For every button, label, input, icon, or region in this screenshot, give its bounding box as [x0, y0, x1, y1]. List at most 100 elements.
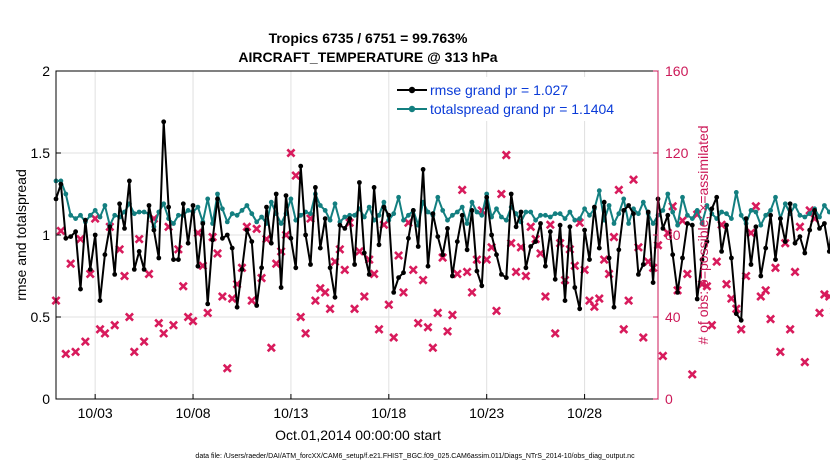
- obs-marker: [707, 320, 717, 330]
- obs-marker: [550, 328, 560, 338]
- totalspread-point: [680, 194, 685, 200]
- rmse-point: [807, 227, 813, 233]
- rmse-point: [768, 212, 773, 218]
- rmse-point: [484, 194, 490, 200]
- obs-marker: [110, 320, 120, 330]
- totalspread-point: [435, 194, 441, 200]
- totalspread-point: [582, 206, 587, 212]
- rmse-point: [210, 237, 216, 243]
- rmse-point: [650, 280, 656, 285]
- rmse-point: [592, 204, 597, 210]
- totalspread-point: [381, 199, 387, 205]
- obs-marker: [785, 324, 795, 334]
- rmse-point: [337, 222, 343, 228]
- rmse-point: [361, 250, 367, 256]
- rmse-point: [308, 262, 313, 267]
- obs-marker: [609, 232, 619, 242]
- totalspread-point: [224, 219, 230, 225]
- rmse-point: [601, 199, 607, 205]
- totalspread-point: [440, 208, 446, 213]
- obs-marker: [90, 214, 100, 224]
- obs-marker: [359, 291, 369, 302]
- totalspread-point: [239, 208, 245, 213]
- obs-marker: [80, 337, 90, 347]
- obs-marker: [491, 306, 502, 316]
- rmse-point: [386, 212, 392, 218]
- obs-marker: [712, 257, 722, 267]
- rmse-point: [215, 196, 220, 202]
- rmse-point: [474, 268, 480, 274]
- totalspread-point: [660, 208, 666, 213]
- rmse-point: [538, 221, 543, 226]
- rmse-point: [357, 180, 362, 185]
- rmse-point: [371, 185, 377, 190]
- rmse-point: [680, 255, 685, 261]
- totalspread-point: [249, 211, 255, 217]
- obs-marker: [66, 259, 76, 269]
- rmse-point: [322, 216, 328, 222]
- obs-marker: [526, 222, 536, 232]
- totalspread-point: [596, 188, 602, 194]
- rmse-point: [195, 263, 201, 269]
- totalspread-point: [185, 208, 191, 213]
- rmse-point: [640, 262, 646, 267]
- y-left-tick-label: 1: [42, 227, 50, 243]
- y-left-tick-label: 2: [42, 63, 50, 79]
- totalspread-point: [425, 209, 431, 215]
- obs-marker: [413, 318, 423, 328]
- legend-spread-marker: [408, 105, 416, 113]
- totalspread-point: [327, 217, 333, 223]
- rmse-series: [53, 119, 830, 323]
- obs-marker: [467, 287, 477, 297]
- rmse-point: [621, 208, 627, 213]
- rmse-point: [812, 208, 817, 213]
- obs-marker: [443, 326, 453, 336]
- rmse-point: [58, 181, 64, 187]
- rmse-point: [817, 226, 822, 231]
- rmse-point: [670, 252, 676, 258]
- obs-marker: [100, 328, 110, 338]
- rmse-point: [773, 257, 778, 262]
- obs-marker: [589, 302, 599, 312]
- obs-marker: [154, 318, 164, 328]
- totalspread-point: [528, 209, 534, 215]
- totalspread-point: [366, 204, 372, 210]
- obs-marker: [501, 150, 511, 160]
- obs-marker: [418, 275, 428, 285]
- rmse-point: [117, 201, 122, 207]
- obs-marker: [722, 279, 732, 289]
- rmse-point: [733, 311, 739, 317]
- rmse-point: [347, 216, 353, 222]
- obs-marker: [408, 265, 418, 275]
- x-tick-label: 10/18: [371, 405, 406, 421]
- totalspread-point: [729, 216, 734, 222]
- totalspread-point: [244, 203, 250, 208]
- rmse-point: [699, 257, 705, 262]
- y-right-tick-label: 40: [665, 309, 681, 325]
- x-tick-label: 10/28: [567, 405, 602, 421]
- totalspread-point: [499, 214, 504, 220]
- y-left-tick-label: 0: [42, 391, 50, 407]
- x-tick-label: 10/13: [273, 405, 308, 421]
- rmse-point: [288, 235, 294, 241]
- rmse-point: [185, 240, 191, 246]
- totalspread-point: [572, 217, 578, 223]
- rmse-point: [92, 232, 98, 238]
- obs-marker: [252, 224, 262, 234]
- totalspread-point: [97, 214, 103, 220]
- totalspread-point: [538, 212, 543, 218]
- rmse-point: [83, 217, 88, 223]
- rmse-point: [151, 227, 157, 233]
- rmse-point: [665, 212, 671, 218]
- rmse-point: [763, 245, 769, 251]
- rmse-point: [714, 194, 720, 200]
- rmse-point: [577, 306, 583, 312]
- rmse-point: [410, 208, 416, 213]
- rmse-point: [171, 257, 176, 262]
- x-axis-label: Oct.01,2014 00:00:00 start: [275, 427, 441, 443]
- rmse-point: [611, 304, 617, 310]
- obs-marker: [599, 255, 609, 265]
- totalspread-point: [376, 212, 382, 218]
- obs-marker: [212, 248, 223, 258]
- rmse-point: [533, 239, 538, 245]
